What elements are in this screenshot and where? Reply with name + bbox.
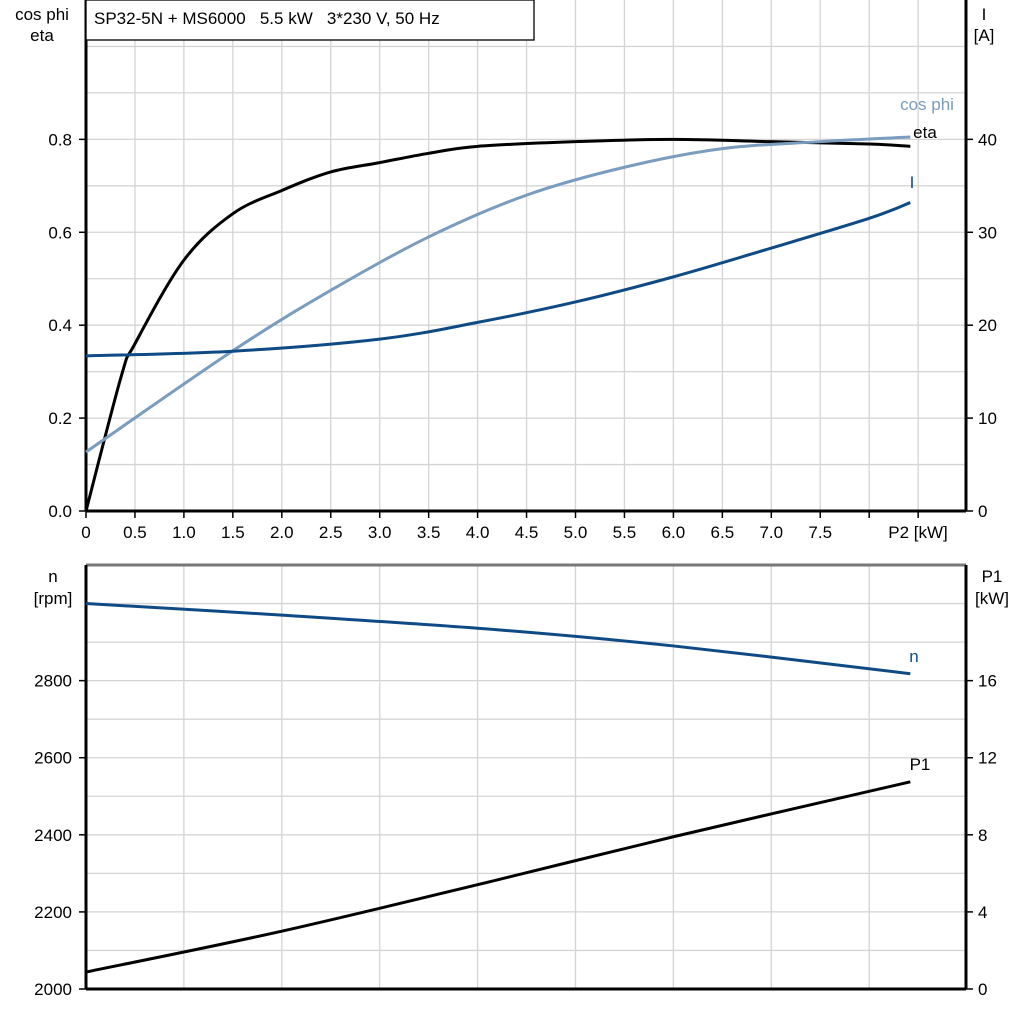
x-axis-label: P2 [kW]	[888, 523, 948, 542]
y-tick-label-right: 4	[978, 903, 987, 922]
series-label-n: n	[909, 647, 918, 666]
x-tick-label: 6.0	[662, 523, 686, 542]
x-tick-label: 5.5	[613, 523, 637, 542]
y-tick-label-left: 0.8	[48, 130, 72, 149]
series-P1-line	[85, 780, 911, 974]
y-axis-label-right: P1	[982, 567, 1003, 586]
x-tick-label: 0.5	[123, 523, 147, 542]
x-tick-label: 7.0	[759, 523, 783, 542]
series-label-P1: P1	[910, 755, 931, 774]
chart-title: SP32-5N + MS6000 5.5 kW 3*230 V, 50 Hz	[94, 9, 440, 28]
x-tick-label: 4.0	[466, 523, 490, 542]
y-axis-label-left: eta	[30, 26, 54, 45]
x-tick-label: 2.5	[319, 523, 343, 542]
y-tick-label-left: 0.6	[48, 223, 72, 242]
series-label-eta: eta	[913, 123, 937, 142]
x-tick-label: 0	[81, 523, 90, 542]
y-tick-label-right: 30	[978, 223, 997, 242]
y-tick-label-left: 0.4	[48, 316, 72, 335]
y-tick-label-left: 2400	[34, 826, 72, 845]
y-tick-label-right: 16	[978, 672, 997, 691]
x-tick-label: 4.5	[515, 523, 539, 542]
series-label-I: I	[910, 173, 915, 192]
y-tick-label-right: 0	[978, 502, 987, 521]
x-tick-label: 6.5	[711, 523, 735, 542]
y-tick-label-right: 10	[978, 409, 997, 428]
y-axis-label-right: [kW]	[975, 589, 1009, 608]
x-tick-label: 7.5	[808, 523, 832, 542]
title-box	[85, 0, 535, 41]
y-axis-label-left: [rpm]	[34, 589, 73, 608]
y-tick-label-left: 2200	[34, 903, 72, 922]
x-tick-label: 3.0	[368, 523, 392, 542]
y-tick-label-right: 40	[978, 130, 997, 149]
x-tick-label: 2.0	[270, 523, 294, 542]
x-tick-label: 1.0	[172, 523, 196, 542]
y-tick-label-left: 2800	[34, 672, 72, 691]
y-axis-label-right: I	[982, 5, 987, 24]
x-tick-label: 5.0	[564, 523, 588, 542]
series-label-cos-phi: cos phi	[900, 95, 954, 114]
x-tick-label: 1.5	[221, 523, 245, 542]
series-n-line	[85, 602, 911, 676]
y-tick-label-left: 2000	[34, 980, 72, 999]
y-tick-label-right: 12	[978, 749, 997, 768]
series-eta-line	[84, 137, 911, 512]
y-tick-label-right: 0	[978, 980, 987, 999]
series-cos-phi-line	[85, 135, 911, 454]
y-tick-label-left: 0.0	[48, 502, 72, 521]
y-tick-label-right: 20	[978, 316, 997, 335]
y-axis-label-left: n	[48, 567, 57, 586]
y-axis-label-right: [A]	[974, 26, 995, 45]
series-I-line	[85, 201, 911, 358]
x-tick-label: 3.5	[417, 523, 441, 542]
y-tick-label-left: 0.2	[48, 409, 72, 428]
y-tick-label-right: 8	[978, 826, 987, 845]
y-axis-label-left: cos phi	[15, 5, 69, 24]
y-tick-label-left: 2600	[34, 749, 72, 768]
